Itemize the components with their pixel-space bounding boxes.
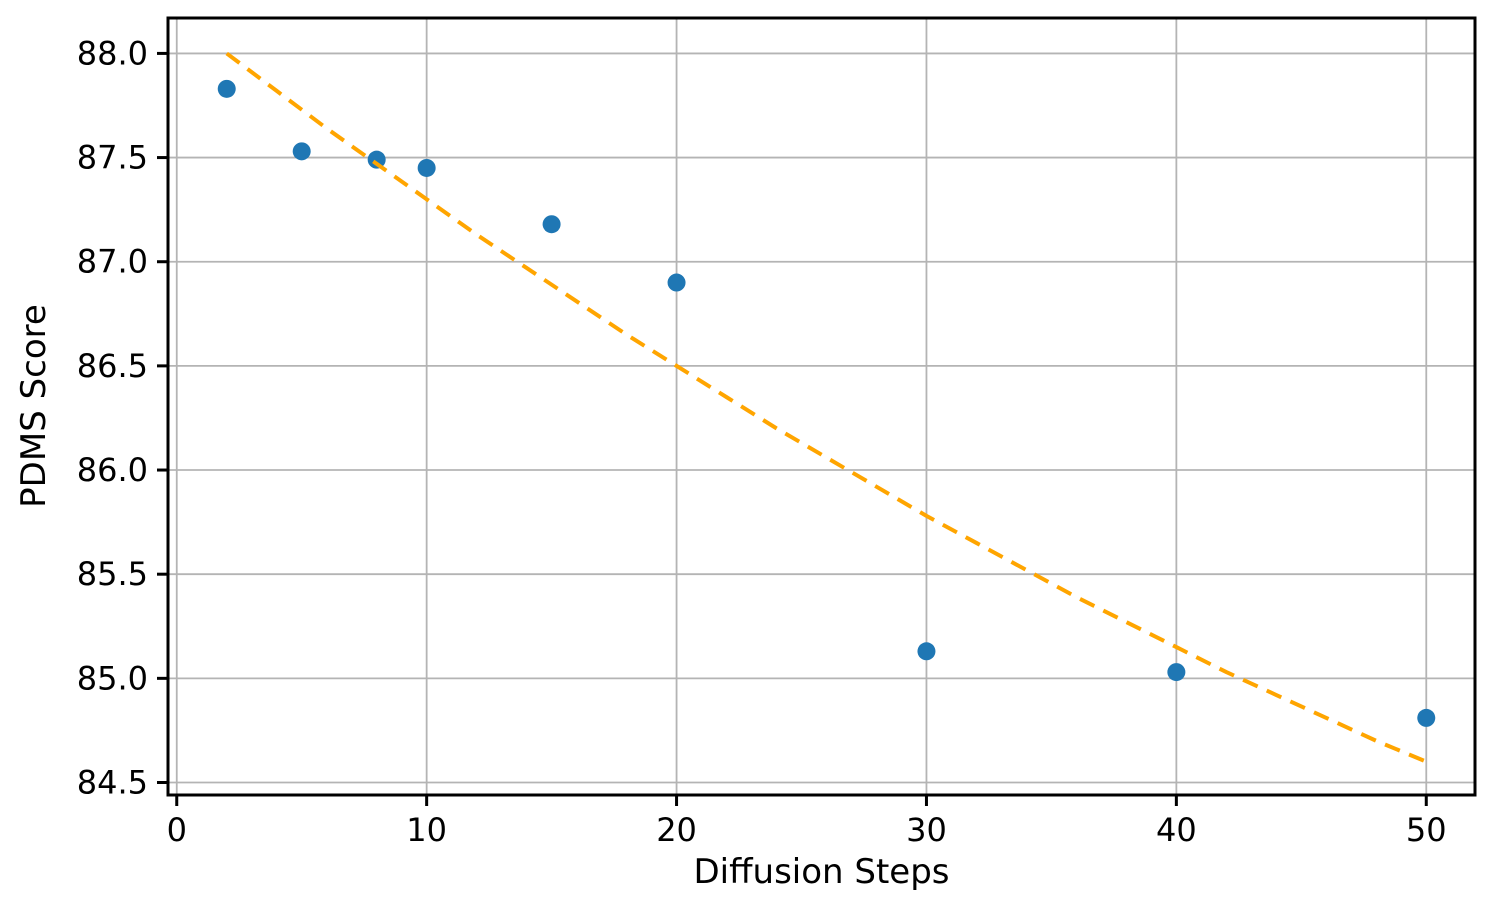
x-tick-label: 10 [406, 811, 447, 849]
axes-frame [166, 16, 1477, 797]
scatter-point [292, 142, 311, 161]
x-tick-label: 30 [906, 811, 947, 849]
scatter-point [217, 79, 236, 98]
y-axis-label: PDMS Score [14, 304, 54, 508]
y-tick-label: 86.0 [77, 451, 148, 489]
scatter-point [367, 150, 386, 169]
scatter-point [542, 215, 561, 234]
trend-line [225, 51, 1428, 764]
x-tick-label: 20 [656, 811, 697, 849]
y-tick-label: 84.5 [77, 764, 148, 802]
scatter-point [417, 158, 436, 177]
x-axis-label: Diffusion Steps [693, 852, 950, 892]
scatter-point [1417, 708, 1436, 727]
scatter-point [667, 273, 686, 292]
x-tick-label: 0 [167, 811, 187, 849]
y-tick-label: 88.0 [77, 34, 148, 72]
y-tick-label: 87.5 [77, 139, 148, 177]
y-tick-label: 87.0 [77, 243, 148, 281]
y-tick-label: 85.0 [77, 659, 148, 697]
y-tick-label: 86.5 [77, 347, 148, 385]
scatter-point [917, 642, 936, 661]
x-tick-label: 40 [1156, 811, 1197, 849]
x-tick-label: 50 [1406, 811, 1447, 849]
scatter-point [1167, 663, 1186, 682]
y-tick-label: 85.5 [77, 555, 148, 593]
